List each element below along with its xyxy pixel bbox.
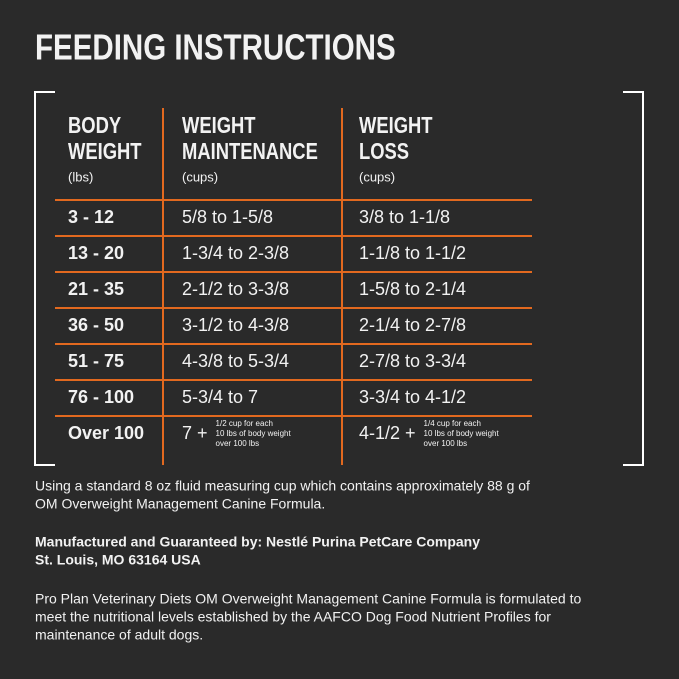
column-header: BODY [68, 113, 121, 138]
weight-range: Over 100 [68, 423, 144, 443]
column-header: WEIGHT [68, 139, 142, 164]
frame-left [34, 91, 55, 466]
header-group: WEIGHT [68, 139, 142, 164]
column-header: MAINTENANCE [182, 139, 318, 164]
cup-amount: 2-1/4 to 2-7/8 [359, 315, 466, 335]
cup-amount: 1-5/8 to 2-1/4 [359, 279, 466, 299]
paragraph-line: St. Louis, MO 63164 USA [35, 552, 201, 568]
header-group: MAINTENANCE [182, 139, 318, 164]
paragraph-line: Using a standard 8 oz fluid measuring cu… [35, 478, 530, 494]
weight-range: 51 - 75 [68, 351, 124, 371]
paragraph-line: Manufactured and Guaranteed by: Nestlé P… [35, 534, 480, 550]
header-group: BODY [68, 113, 121, 138]
column-unit: (lbs) [68, 169, 93, 184]
cup-amount: 3-1/2 to 4-3/8 [182, 315, 289, 335]
header-group: WEIGHT [182, 113, 256, 138]
cup-amount: 5/8 to 1-5/8 [182, 207, 273, 227]
column-header: WEIGHT [359, 113, 433, 138]
title-group: FEEDING INSTRUCTIONS [35, 27, 396, 67]
cup-note: over 100 lbs [216, 439, 260, 448]
column-header: LOSS [359, 139, 409, 164]
weight-range: 36 - 50 [68, 315, 124, 335]
cup-amount: 4-1/2 + [359, 423, 416, 443]
frame [34, 91, 644, 466]
cup-amount: 3/8 to 1-1/8 [359, 207, 450, 227]
column-header: WEIGHT [182, 113, 256, 138]
cup-note: 10 lbs of body weight [216, 429, 292, 438]
weight-range: 76 - 100 [68, 387, 134, 407]
frame-right [623, 91, 644, 466]
weight-range: 13 - 20 [68, 243, 124, 263]
header-group: WEIGHT [359, 113, 433, 138]
cup-amount: 2-1/2 to 3-3/8 [182, 279, 289, 299]
cup-amount: 1-3/4 to 2-3/8 [182, 243, 289, 263]
cup-note: 1/4 cup for each [424, 419, 481, 428]
cup-amount: 1-1/8 to 1-1/2 [359, 243, 466, 263]
weight-range: 21 - 35 [68, 279, 124, 299]
column-unit: (cups) [182, 169, 218, 184]
cup-note: 10 lbs of body weight [424, 429, 500, 438]
column-unit: (cups) [359, 169, 395, 184]
cup-amount: 7 + [182, 423, 208, 443]
header-group: LOSS [359, 139, 409, 164]
cup-amount: 2-7/8 to 3-3/4 [359, 351, 466, 371]
paragraph-line: Pro Plan Veterinary Diets OM Overweight … [35, 591, 581, 607]
cup-amount: 4-3/8 to 5-3/4 [182, 351, 289, 371]
paragraph-line: maintenance of adult dogs. [35, 627, 203, 643]
title: FEEDING INSTRUCTIONS [35, 27, 396, 67]
paragraph-line: OM Overweight Management Canine Formula. [35, 496, 325, 512]
cup-amount: 5-3/4 to 7 [182, 387, 258, 407]
cup-note: over 100 lbs [424, 439, 468, 448]
paragraph-line: meet the nutritional levels established … [35, 609, 551, 625]
cup-note: 1/2 cup for each [216, 419, 273, 428]
weight-range: 3 - 12 [68, 207, 114, 227]
cup-amount: 3-3/4 to 4-1/2 [359, 387, 466, 407]
